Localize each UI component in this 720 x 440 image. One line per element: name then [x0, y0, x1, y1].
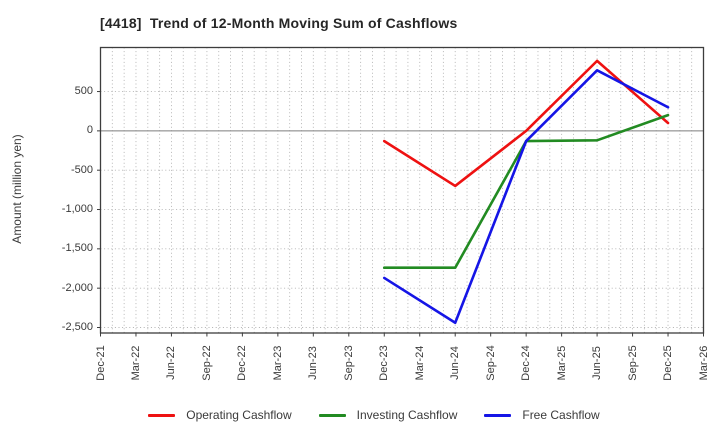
x-tick-label: Mar-22: [129, 345, 142, 381]
y-tick-label: -1,500: [61, 242, 93, 255]
x-tick-label: Sep-23: [342, 345, 355, 381]
x-tick-label: Jun-23: [307, 346, 320, 380]
y-axis-label: Amount (million yen): [10, 134, 24, 244]
legend-label: Investing Cashflow: [356, 408, 458, 422]
x-tick-label: Mar-26: [697, 345, 710, 381]
legend-swatch: [318, 413, 346, 417]
legend-label: Free Cashflow: [522, 408, 600, 422]
x-tick-label: Mar-24: [413, 345, 426, 381]
legend-swatch: [148, 413, 176, 417]
legend-item-free-cashflow: Free Cashflow: [484, 408, 600, 422]
plot-border: [99, 46, 705, 334]
x-tick-label: Dec-22: [236, 345, 249, 381]
chart-legend: Operating Cashflow Investing Cashflow Free…: [14, 403, 720, 427]
x-tick-label: Jun-25: [591, 346, 604, 380]
legend-label: Operating Cashflow: [186, 408, 292, 422]
y-tick-label: -2,000: [61, 281, 93, 294]
x-tick-label: Dec-21: [94, 345, 107, 381]
x-tick-label: Sep-24: [484, 345, 497, 381]
y-tick-label: -2,500: [61, 320, 93, 333]
x-tick-label: Mar-23: [271, 345, 284, 381]
x-tick-label: Dec-23: [378, 345, 391, 381]
free-cashflow-line: [382, 69, 670, 325]
chart-title: [4418] Trend of 12-Month Moving Sum of C…: [100, 15, 458, 31]
legend-item-operating-cashflow: Operating Cashflow: [148, 408, 292, 422]
y-tick-label: -1,000: [61, 203, 93, 216]
x-tick-label: Mar-25: [555, 345, 568, 381]
x-tick-label: Jun-22: [165, 346, 178, 380]
legend-item-investing-cashflow: Investing Cashflow: [318, 408, 458, 422]
legend-swatch: [484, 413, 512, 417]
x-tick-label: Dec-25: [662, 345, 675, 381]
x-tick-label: Sep-25: [626, 345, 639, 381]
y-tick-label: 0: [86, 124, 93, 137]
x-tick-label: Sep-22: [200, 345, 213, 381]
x-tick-label: Dec-24: [520, 345, 533, 381]
x-tick-label: Jun-24: [449, 346, 462, 380]
y-tick-label: 500: [74, 85, 93, 98]
y-tick-label: -500: [70, 163, 93, 176]
